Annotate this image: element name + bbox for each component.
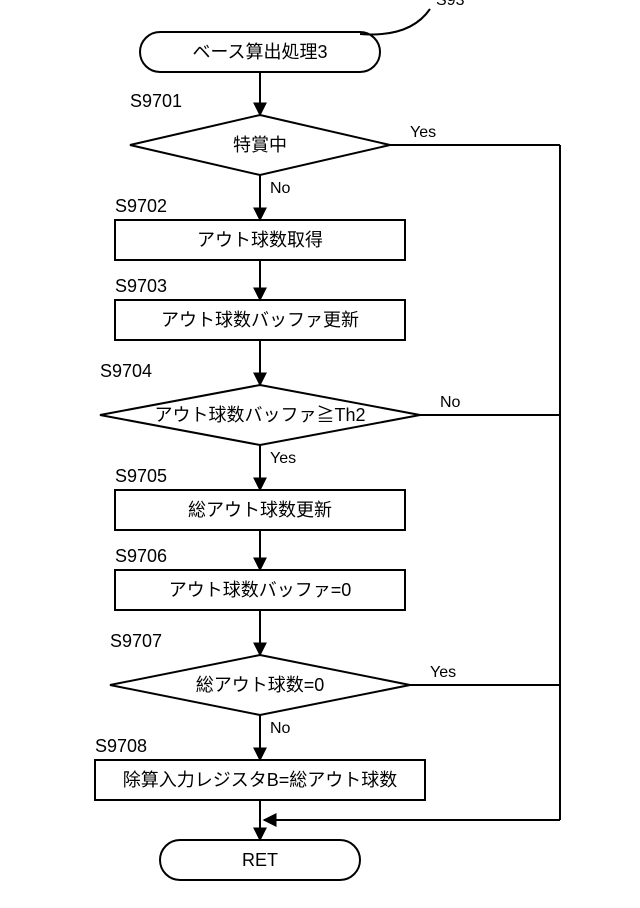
- node-text-p3: アウト球数バッファ更新: [161, 310, 359, 330]
- node-text-d4: アウト球数バッファ≧Th2: [154, 405, 365, 425]
- step-label-d1: S9701: [130, 91, 182, 111]
- step-label-p5: S9705: [115, 466, 167, 486]
- node-text-p2: アウト球数取得: [197, 230, 323, 250]
- callout-line: [360, 9, 430, 34]
- step-label-p3: S9703: [115, 276, 167, 296]
- node-text-p5: 総アウト球数更新: [188, 500, 332, 520]
- node-text-p8: 除算入力レジスタB=総アウト球数: [123, 770, 398, 790]
- edge-d1-yes: Yes: [410, 124, 436, 141]
- node-text-p6: アウト球数バッファ=0: [169, 580, 352, 600]
- step-label-p2: S9702: [115, 196, 167, 216]
- step-label-p6: S9706: [115, 546, 167, 566]
- node-text-d1: 特賞中: [233, 135, 287, 155]
- node-text-d7: 総アウト球数=0: [196, 675, 325, 695]
- node-text-start: ベース算出処理3: [192, 42, 327, 62]
- edge-d4-no: No: [440, 394, 461, 411]
- node-text-ret: RET: [242, 850, 278, 870]
- edge-d4-yes: Yes: [270, 450, 296, 467]
- node-ret: RET: [160, 840, 360, 880]
- node-start: ベース算出処理3: [140, 32, 380, 72]
- step-label-d4: S9704: [100, 361, 152, 381]
- step-label-d7: S9707: [110, 631, 162, 651]
- edge-d7-yes: Yes: [430, 664, 456, 681]
- step-label-p8: S9708: [95, 736, 147, 756]
- edge-d1-no: No: [270, 180, 291, 197]
- callout-label: S93: [436, 0, 465, 9]
- edge-d7-no: No: [270, 720, 291, 737]
